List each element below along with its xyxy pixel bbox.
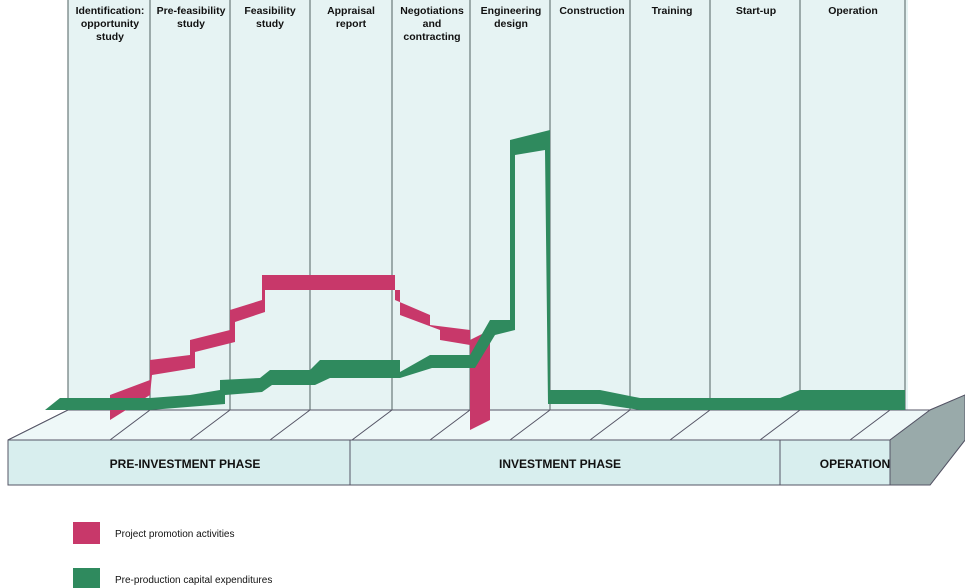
- stage-label: contracting: [403, 31, 460, 43]
- stage-label: Operation: [828, 5, 878, 17]
- stage-label: study: [96, 31, 124, 43]
- stage-label: report: [336, 18, 367, 30]
- stage-label: Start-up: [736, 5, 776, 17]
- legend: Project promotion activities Pre-producti…: [73, 522, 272, 588]
- phase-label: OPERATION: [820, 457, 890, 471]
- capex-ribbon: [45, 130, 905, 410]
- legend-label: Pre-production capital expenditures: [115, 575, 272, 586]
- stage-label: Training: [652, 5, 693, 17]
- stage-label: study: [256, 18, 284, 30]
- stage-label: Construction: [559, 5, 624, 17]
- legend-swatch: [73, 522, 100, 544]
- platform: [7, 394, 965, 486]
- legend-swatch: [73, 568, 100, 588]
- phase-label: INVESTMENT PHASE: [499, 457, 621, 471]
- phase-label: PRE-INVESTMENT PHASE: [110, 457, 261, 471]
- stage-label: Appraisal: [327, 5, 375, 17]
- legend-label: Project promotion activities: [115, 529, 235, 540]
- stage-labels: Identification:opportunitystudyPre-feasi…: [76, 5, 878, 43]
- stage-label: opportunity: [81, 18, 139, 30]
- stage-label: and: [423, 18, 442, 30]
- stage-label: Engineering: [481, 5, 542, 17]
- stage-label: Identification:: [76, 5, 145, 17]
- stage-label: study: [177, 18, 205, 30]
- phase-labels: PRE-INVESTMENT PHASE INVESTMENT PHASE OPER…: [110, 457, 891, 471]
- stage-label: Feasibility: [244, 5, 296, 17]
- stage-label: Pre-feasibility: [157, 5, 226, 17]
- stage-label: Negotiations: [400, 5, 464, 17]
- stage-label: design: [494, 18, 528, 30]
